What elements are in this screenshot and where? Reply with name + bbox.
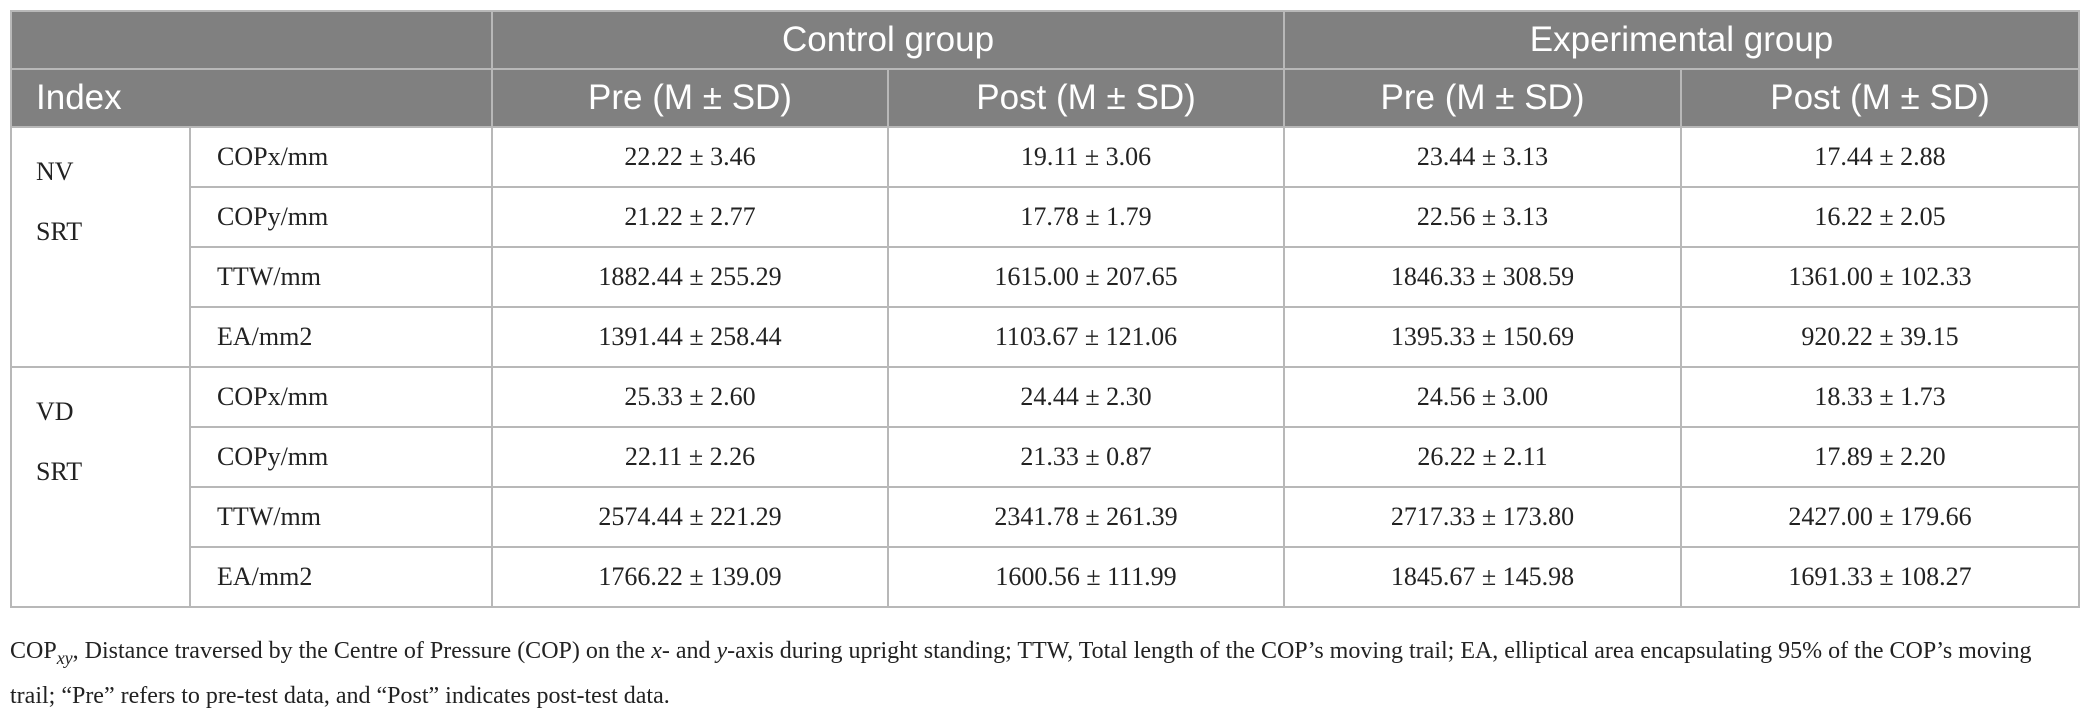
table-cell: 17.78 ± 1.79 <box>886 186 1286 248</box>
table-cell: 1766.22 ± 139.09 <box>491 546 889 608</box>
table-cell: 1882.44 ± 255.29 <box>491 246 889 308</box>
metric-label: COPx/mm <box>189 366 493 428</box>
metric-label: EA/mm2 <box>189 546 493 608</box>
footnote-cop-subscript: xy <box>56 647 73 668</box>
table-cell: 920.22 ± 39.15 <box>1680 306 2081 368</box>
group-label-nv-srt: NV SRT <box>10 126 191 368</box>
metric-label: COPy/mm <box>189 186 493 248</box>
table-row: EA/mm2 1766.22 ± 139.09 1600.56 ± 111.99… <box>11 546 2081 608</box>
table-row: EA/mm2 1391.44 ± 258.44 1103.67 ± 121.06… <box>11 306 2081 368</box>
table-cell: 23.44 ± 3.13 <box>1283 126 1683 188</box>
table-cell: 17.44 ± 2.88 <box>1680 126 2081 188</box>
table-cell: 22.22 ± 3.46 <box>491 126 889 188</box>
table-cell: 1845.67 ± 145.98 <box>1283 546 1683 608</box>
header-control-pre: Pre (M ± SD) <box>491 68 889 128</box>
header-index: Index <box>10 68 493 128</box>
table-cell: 24.44 ± 2.30 <box>886 366 1286 428</box>
table-row: COPy/mm 21.22 ± 2.77 17.78 ± 1.79 22.56 … <box>11 186 2081 248</box>
metric-label: EA/mm2 <box>189 306 493 368</box>
table-cell: 17.89 ± 2.20 <box>1680 426 2081 488</box>
group-label-line1: VD <box>36 397 74 426</box>
table-cell: 22.11 ± 2.26 <box>491 426 889 488</box>
table-cell: 1691.33 ± 108.27 <box>1680 546 2081 608</box>
table-cell: 1395.33 ± 150.69 <box>1283 306 1683 368</box>
footnote-y-axis: y <box>716 638 728 664</box>
header-control-group: Control group <box>490 10 1286 70</box>
group-label-line2: SRT <box>36 217 83 246</box>
table-cell: 1361.00 ± 102.33 <box>1680 246 2081 308</box>
data-table: Control group Experimental group Index P… <box>10 10 2081 608</box>
table-cell: 25.33 ± 2.60 <box>491 366 889 428</box>
table-row: TTW/mm 1882.44 ± 255.29 1615.00 ± 207.65… <box>11 246 2081 308</box>
table-footnote: COPxy, Distance traversed by the Centre … <box>10 632 2078 715</box>
footnote-part1: , Distance traversed by the Centre of Pr… <box>72 638 652 664</box>
header-empty-cell <box>10 10 493 70</box>
table-row: VD SRT COPx/mm 25.33 ± 2.60 24.44 ± 2.30… <box>10 366 2081 608</box>
metric-label: COPy/mm <box>189 426 493 488</box>
header-row-columns: Index Pre (M ± SD) Post (M ± SD) Pre (M … <box>10 68 2081 128</box>
table-cell: 1103.67 ± 121.06 <box>886 306 1286 368</box>
table-cell: 1615.00 ± 207.65 <box>886 246 1286 308</box>
table-cell: 21.33 ± 0.87 <box>886 426 1286 488</box>
metric-label: TTW/mm <box>189 486 493 548</box>
group-label-line1: NV <box>36 157 74 186</box>
metric-label: TTW/mm <box>189 246 493 308</box>
footnote-cop: COP <box>10 638 57 664</box>
table-cell: 1846.33 ± 308.59 <box>1283 246 1683 308</box>
table-cell: 16.22 ± 2.05 <box>1680 186 2081 248</box>
header-experimental-post: Post (M ± SD) <box>1680 68 2081 128</box>
table-cell: 21.22 ± 2.77 <box>491 186 889 248</box>
table-cell: 1391.44 ± 258.44 <box>491 306 889 368</box>
table-cell: 2341.78 ± 261.39 <box>886 486 1286 548</box>
group-label-vd-srt: VD SRT <box>10 366 191 608</box>
table-cell: 2427.00 ± 179.66 <box>1680 486 2081 548</box>
header-row-groups: Control group Experimental group <box>10 10 2081 70</box>
group-label-line2: SRT <box>36 457 83 486</box>
header-control-post: Post (M ± SD) <box>886 68 1286 128</box>
table-row: TTW/mm 2574.44 ± 221.29 2341.78 ± 261.39… <box>11 486 2081 548</box>
table-cell: 24.56 ± 3.00 <box>1283 366 1683 428</box>
table-cell: 2717.33 ± 173.80 <box>1283 486 1683 548</box>
table-cell: 1600.56 ± 111.99 <box>886 546 1286 608</box>
metric-label: COPx/mm <box>189 126 493 188</box>
footnote-x-axis: x <box>651 638 662 664</box>
table-container: Control group Experimental group Index P… <box>10 10 2081 608</box>
table-cell: 2574.44 ± 221.29 <box>491 486 889 548</box>
footnote-part2: - and <box>661 638 717 664</box>
table-cell: 26.22 ± 2.11 <box>1283 426 1683 488</box>
table-cell: 18.33 ± 1.73 <box>1680 366 2081 428</box>
header-experimental-group: Experimental group <box>1283 10 2081 70</box>
table-cell: 19.11 ± 3.06 <box>886 126 1286 188</box>
table-row: NV SRT COPx/mm 22.22 ± 3.46 19.11 ± 3.06… <box>10 126 2081 368</box>
header-experimental-pre: Pre (M ± SD) <box>1283 68 1683 128</box>
footnote-part3: -axis during upright standing; TTW, Tota… <box>10 638 2032 709</box>
table-cell: 22.56 ± 3.13 <box>1283 186 1683 248</box>
table-row: COPy/mm 22.11 ± 2.26 21.33 ± 0.87 26.22 … <box>11 426 2081 488</box>
